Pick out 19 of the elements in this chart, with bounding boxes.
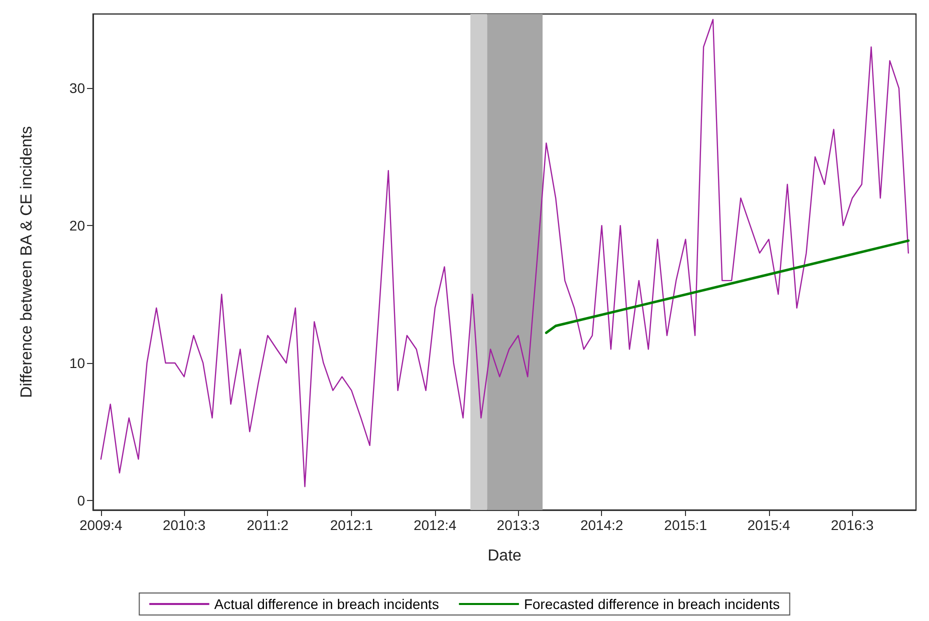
x-tick-label: 2014:2 [580,517,624,533]
x-tick-label: 2016:3 [830,517,874,533]
y-tick-label: 10 [69,354,86,371]
x-axis-title: Date [488,548,522,564]
y-tick-label: 30 [69,80,86,96]
x-tick-label: 2012:4 [414,517,457,533]
x-tick-label: 2015:1 [664,517,708,533]
x-tick-label: 2013:3 [496,517,540,533]
x-tick-label: 2010:3 [162,517,206,533]
y-tick-label: 20 [69,218,86,234]
legend-label: Actual difference in breach incidents [214,596,439,612]
x-tick-label: 2012:1 [330,517,374,533]
x-tick-label: 2009:4 [80,517,123,533]
x-tick-label: 2011:2 [246,517,289,533]
x-tick-label: 2015:4 [747,517,790,533]
y-tick-label: 0 [77,492,86,508]
line-series [100,18,909,488]
legend-label: Forecasted difference in breach incidents [524,596,780,612]
y-axis-title: Difference between BA & CE incidents [18,126,36,398]
